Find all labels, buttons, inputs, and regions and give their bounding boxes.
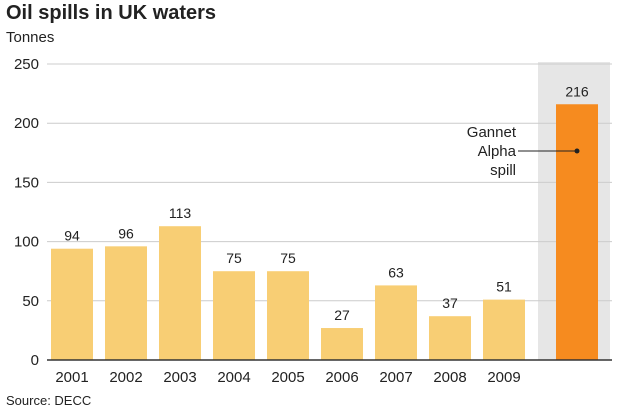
y-tick-label-0: 0 xyxy=(31,352,39,369)
data-label-2006: 27 xyxy=(334,307,350,323)
y-tick-label-200: 200 xyxy=(14,115,39,132)
data-label-2005: 75 xyxy=(280,250,296,266)
annotation-marker xyxy=(574,148,580,154)
y-tick-label-150: 150 xyxy=(14,174,39,191)
annotation-label-line-2: Alpha xyxy=(478,143,517,160)
bar-2001 xyxy=(51,248,93,360)
data-label-2009: 51 xyxy=(496,279,512,295)
source-note: Source: DECC xyxy=(6,393,92,408)
x-tick-label-2004: 2004 xyxy=(217,369,250,386)
data-label-2003: 113 xyxy=(169,205,192,221)
x-tick-label-2005: 2005 xyxy=(271,369,304,386)
data-label-2001: 94 xyxy=(64,228,80,244)
y-tick-label-250: 250 xyxy=(14,56,39,73)
bar-2006 xyxy=(321,328,363,360)
x-tick-label-2009: 2009 xyxy=(487,369,520,386)
x-tick-label-2008: 2008 xyxy=(433,369,466,386)
data-label-2008: 37 xyxy=(442,295,458,311)
data-label-2004: 75 xyxy=(226,250,242,266)
y-tick-label-100: 100 xyxy=(14,234,39,251)
data-label-highlight: 216 xyxy=(565,83,589,99)
x-tick-label-2006: 2006 xyxy=(325,369,358,386)
bar-2002 xyxy=(105,246,147,360)
bar-2003 xyxy=(159,226,201,360)
x-tick-label-2007: 2007 xyxy=(379,369,412,386)
y-tick-label-50: 50 xyxy=(22,293,39,310)
bar-2004 xyxy=(213,271,255,360)
x-tick-label-2001: 2001 xyxy=(55,369,88,386)
bar-2008 xyxy=(429,316,471,360)
y-axis-unit-label: Tonnes xyxy=(6,29,55,46)
data-label-2007: 63 xyxy=(388,264,404,280)
annotation-label-line-3: spill xyxy=(490,162,516,179)
x-tick-label-2003: 2003 xyxy=(163,369,196,386)
bar-2007 xyxy=(375,285,417,360)
chart-title: Oil spills in UK waters xyxy=(6,2,217,24)
data-label-2002: 96 xyxy=(118,225,134,241)
bar-highlight xyxy=(556,104,598,360)
annotation-label-line-1: Gannet xyxy=(467,124,517,141)
bar-2009 xyxy=(483,299,525,360)
bar-2005 xyxy=(267,271,309,360)
x-tick-label-2002: 2002 xyxy=(109,369,142,386)
